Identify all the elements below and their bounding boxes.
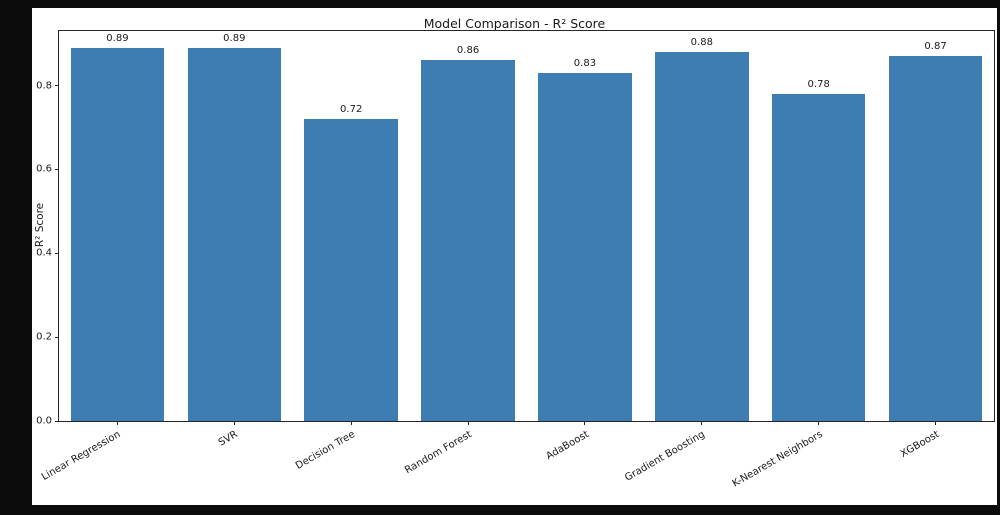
bar-value-label: 0.86 [456,45,480,57]
bar-value-label: 0.78 [807,78,830,90]
bar [771,93,866,421]
y-tick-label: 0.4 [36,247,52,259]
bar-value-label: 0.87 [924,41,947,53]
y-tick-mark [54,420,59,422]
y-tick-mark [54,85,59,87]
x-tick-label-text: K-Nearest Neighbors [730,429,825,490]
bar [888,56,983,421]
bar-value-label: 0.83 [573,57,597,69]
y-tick-label: 0.8 [36,80,52,92]
y-tick-mark [54,336,59,338]
x-tick-label-text: Linear Regression [40,429,123,484]
plot-area: 0.0 0.2 0.4 0.6 0.8 0.89 Linear Regression 0.89… [36,30,995,490]
x-tick-mark [350,421,352,425]
bar [655,51,749,421]
x-tick-label-text: SVR [216,429,240,449]
bar-value-label: 0.89 [223,32,246,44]
bar [421,60,515,421]
y-tick-label: 0.6 [36,163,52,175]
x-tick-label-text: Random Forest [402,429,474,477]
bar [187,47,282,421]
y-tick-label: 0.0 [36,415,52,427]
x-tick-label-text: Gradient Boosting [623,429,708,484]
x-tick-label-text: XGBoost [898,429,942,460]
chart-figure: Model Comparison - R² Score R² Score 0.0… [32,8,997,505]
y-tick-mark [54,252,59,254]
x-tick-label-text: AdaBoost [543,429,591,463]
x-tick-mark [818,421,820,425]
x-tick-mark [701,421,703,425]
x-tick-mark [584,421,586,425]
bar-value-label: 0.88 [690,36,713,48]
bar-value-label: 0.89 [106,32,129,44]
x-tick-mark [935,421,937,425]
y-tick-label: 0.2 [36,331,52,343]
bar [538,72,632,421]
x-tick-mark [467,421,469,425]
bar [70,47,165,421]
x-tick-label-text: Decision Tree [293,429,357,472]
y-axis-label: R² Score [34,202,46,248]
bar-value-label: 0.72 [340,104,363,116]
y-tick-mark [54,168,59,170]
x-tick-mark [233,421,235,425]
bar [304,119,398,421]
chart-title: Model Comparison - R² Score [423,16,606,31]
x-tick-mark [116,421,118,425]
